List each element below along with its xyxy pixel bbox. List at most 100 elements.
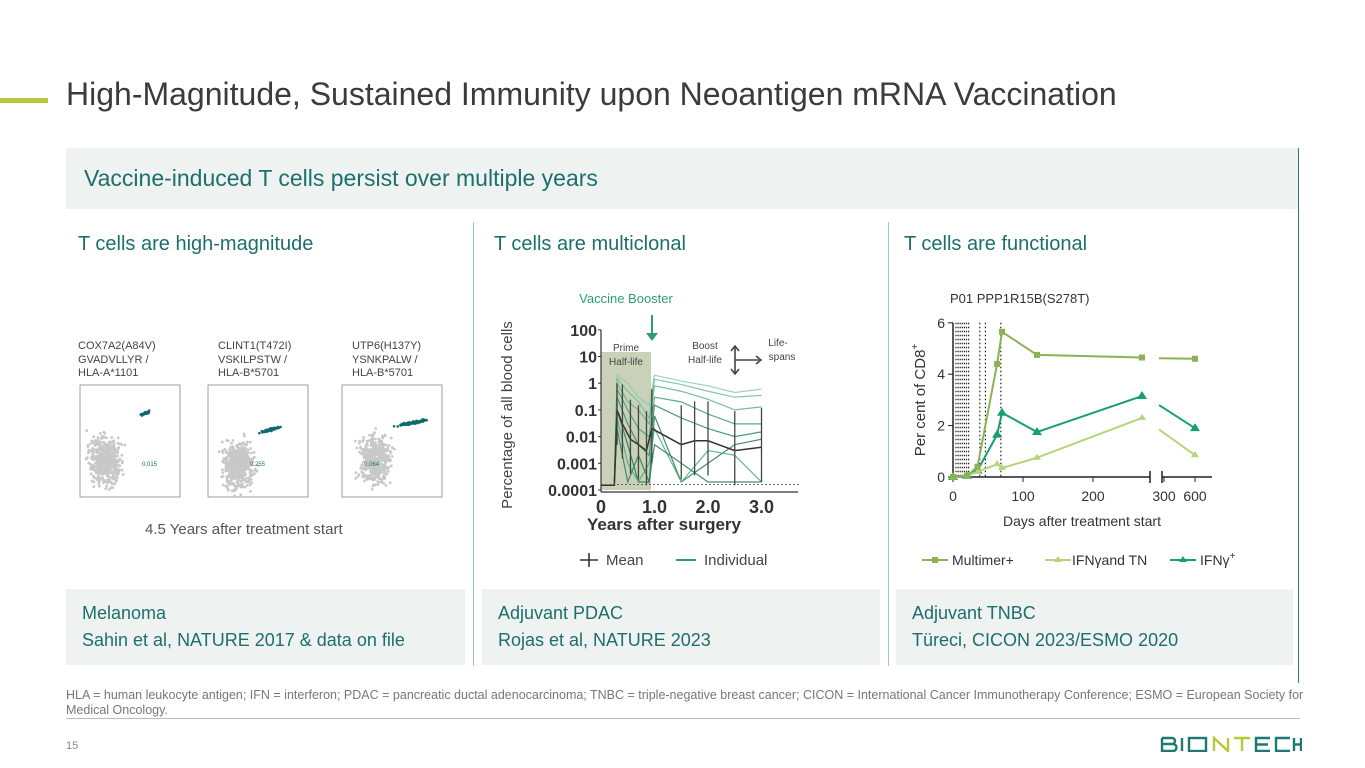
flow-event-dot — [232, 483, 236, 487]
flow-event-dot — [238, 442, 241, 446]
data-point-square — [1139, 354, 1145, 361]
flow-event-dot — [120, 460, 124, 463]
flow-event-dot — [228, 464, 232, 468]
flow-event-dot — [385, 466, 389, 470]
data-point-triangle — [1179, 556, 1187, 562]
flow-event-dot — [116, 451, 120, 455]
flow-event-dot — [225, 484, 229, 488]
flow-event-dot — [358, 450, 362, 454]
y-tick-label: 0 — [937, 469, 945, 485]
functional-chart: P01 PPP1R15B(S278T) 0 2 4 6 0 100 200 300 600 Days… — [910, 291, 1236, 568]
flow-event-dot — [373, 457, 377, 461]
flow-event-dot — [105, 479, 109, 483]
flow-event-dot — [242, 441, 246, 445]
banner: Vaccine-induced T cells persist over mul… — [66, 148, 1298, 209]
flow-event-dot — [371, 433, 375, 436]
flow-event-dot — [227, 453, 230, 457]
flow-event-dot — [101, 456, 105, 460]
flow-event-dot — [96, 436, 100, 440]
legend-mean-icon — [580, 553, 598, 567]
series-line-after-break — [1158, 404, 1196, 430]
flow-event-dot — [96, 476, 99, 480]
flow-event-dot — [387, 444, 391, 448]
annotation-life: Life- — [768, 338, 787, 349]
flow-event-dot — [221, 483, 225, 487]
flow-event-dot — [244, 443, 248, 447]
flow-event-dot — [220, 475, 224, 479]
column-heading-magnitude: T cells are high-magnitude — [78, 233, 314, 255]
flow-event-dot — [95, 440, 99, 444]
flow-event-dot — [227, 488, 231, 492]
flow-event-dot — [376, 474, 380, 478]
flow-event-dot — [99, 437, 103, 440]
y-tick-label: 0.01 — [566, 430, 597, 447]
flow-event-dot — [115, 466, 119, 470]
flow-event-dot — [220, 440, 224, 444]
flow-event-dot — [93, 444, 97, 448]
flow-event-dot — [246, 476, 250, 480]
flow-event-dot — [372, 472, 376, 476]
flow-event-dot — [233, 489, 237, 492]
flow-event-dot — [360, 463, 364, 467]
flow-event-dot — [363, 479, 366, 483]
flow-event-dot — [102, 470, 106, 473]
flow-event-dot — [225, 451, 229, 455]
footnote: HLA = human leukocyte antigen; IFN = int… — [66, 688, 1304, 717]
flow-event-dot — [229, 478, 233, 482]
flow-event-dot — [235, 480, 239, 484]
flow-event-dot — [389, 436, 393, 440]
y-tick-label: 10 — [579, 350, 597, 367]
flow-event-dot — [217, 450, 221, 454]
flow-event-dot — [112, 471, 116, 475]
flow-event-dot — [378, 450, 382, 454]
flow-event-dot — [375, 461, 379, 464]
flow-event-dot — [243, 485, 247, 489]
flow-event-dot — [110, 447, 113, 451]
flow-event-dot — [250, 463, 254, 467]
flow-event-dot — [87, 448, 91, 452]
flow-event-dot — [369, 444, 373, 447]
flow-event-dot — [374, 468, 378, 471]
flow-event-dot — [243, 434, 246, 438]
flow-event-dot — [110, 482, 114, 486]
flow-event-dot — [102, 430, 106, 434]
flow-positive-dot — [411, 421, 415, 425]
flow-event-dot — [245, 464, 249, 468]
flow-event-dot — [89, 465, 93, 469]
y-tick-label: 0.0001 — [548, 483, 597, 500]
flow-event-dot — [228, 483, 232, 486]
flow-event-dot — [240, 476, 244, 480]
flow-event-dot — [101, 450, 105, 454]
flow-event-dot — [112, 459, 116, 463]
flow-event-dot — [381, 467, 385, 471]
annotation-prime: Prime — [613, 343, 640, 354]
data-point-triangle — [1054, 556, 1062, 562]
flow-event-dot — [93, 439, 97, 443]
annotation-booster: Vaccine Booster — [579, 291, 673, 306]
flow-event-dot — [244, 472, 247, 476]
y-tick-label: 0.1 — [575, 403, 597, 420]
flow-event-dot — [91, 441, 95, 445]
flow-event-dot — [105, 484, 109, 488]
flow-event-dot — [376, 480, 380, 483]
flow-event-dot — [235, 466, 239, 470]
booster-arrowhead — [646, 333, 658, 341]
flow-event-dot — [111, 452, 115, 456]
flow-event-dot — [112, 443, 116, 447]
flow-event-dot — [110, 459, 114, 463]
flow-positive-dot — [274, 426, 278, 430]
flow-event-dot — [108, 478, 111, 482]
flow-event-dot — [221, 468, 224, 472]
data-point-square — [932, 557, 938, 563]
y-tick-label: 2 — [937, 418, 945, 434]
flow-event-dot — [100, 453, 103, 457]
flow-event-dot — [110, 470, 113, 474]
flow-event-dot — [361, 460, 365, 464]
y-axis-label: Percentage of all blood cells — [499, 321, 516, 509]
data-point-square — [1034, 351, 1040, 358]
reference-box-pdac: Adjuvant PDAC Rojas et al, NATURE 2023 — [482, 589, 880, 665]
data-point-triangle — [1033, 453, 1041, 460]
flow-event-dot — [381, 436, 385, 440]
flow-event-dot — [243, 477, 247, 481]
flow-event-dot — [230, 455, 234, 459]
